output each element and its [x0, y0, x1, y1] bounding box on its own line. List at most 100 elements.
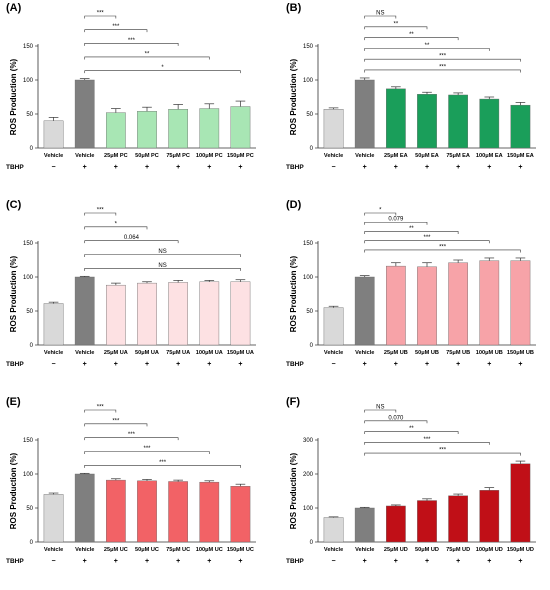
tbhp-sign: + [176, 558, 180, 565]
significance-label: *** [423, 235, 431, 241]
bar [168, 282, 188, 346]
y-tick-label: 50 [306, 112, 313, 118]
bar [479, 490, 500, 543]
significance-label: *** [128, 432, 136, 438]
significance-bracket [364, 409, 397, 413]
significance-bracket [364, 15, 397, 19]
y-tick-label: 150 [23, 438, 34, 444]
y-tick-label: 50 [306, 309, 313, 315]
category-label: 50μM UB [415, 350, 439, 356]
y-tick-label: 100 [23, 472, 34, 478]
significance-label: *** [439, 64, 447, 70]
panel-label: (C) [6, 199, 22, 211]
category-label: 25μM UB [384, 350, 408, 356]
bar [417, 500, 437, 543]
bar [137, 282, 157, 346]
tbhp-label: TBHP [286, 361, 304, 368]
category-label: 150μM UC [227, 547, 254, 553]
tbhp-sign: + [176, 361, 180, 368]
y-tick-label: 0 [30, 343, 34, 349]
panel-chart: (C) 0 50 100 150 ROS Production (%) Vehicle − Ve… [6, 199, 256, 368]
tbhp-sign: + [145, 164, 149, 171]
significance-label: NS [376, 405, 384, 411]
significance-label: NS [158, 249, 166, 255]
tbhp-sign: − [332, 164, 336, 171]
tbhp-sign: + [83, 164, 87, 171]
category-label: Vehicle [75, 153, 94, 159]
category-label: 75μM UD [446, 547, 470, 553]
category-label: Vehicle [355, 547, 374, 553]
y-axis-label: ROS Production (%) [9, 58, 18, 135]
panel-c: (C) 0 50 100 150 ROS Production (%) Vehicle − Ve… [0, 197, 270, 387]
tbhp-sign: − [332, 558, 336, 565]
category-label: 100μM UC [196, 547, 223, 553]
bar [230, 281, 251, 346]
tbhp-sign: + [487, 361, 491, 368]
significance-label: * [161, 65, 164, 71]
category-label: Vehicle [75, 350, 94, 356]
category-label: 75μM UB [446, 350, 470, 356]
y-tick-label: 150 [23, 44, 34, 50]
category-label: 50μM UD [415, 547, 439, 553]
tbhp-label: TBHP [6, 164, 24, 171]
tbhp-sign: − [332, 361, 336, 368]
category-label: Vehicle [355, 153, 374, 159]
category-label: 50μM EA [415, 153, 439, 159]
significance-bracket [364, 212, 397, 216]
category-label: Vehicle [44, 153, 63, 159]
significance-label: ** [425, 43, 430, 49]
significance-bracket [84, 43, 179, 46]
y-tick-label: 0 [310, 540, 314, 546]
significance-label: 0.070 [388, 415, 404, 421]
tbhp-sign: − [52, 164, 56, 171]
significance-bracket [364, 442, 490, 445]
significance-bracket [84, 254, 241, 257]
bar [74, 276, 95, 346]
category-label: 25μM UD [384, 547, 408, 553]
significance-bracket [84, 212, 117, 216]
bar [168, 109, 188, 149]
category-label: 50μM UA [135, 350, 159, 356]
bar [137, 111, 157, 149]
tbhp-sign: + [518, 164, 522, 171]
tbhp-sign: + [363, 164, 367, 171]
y-tick-label: 150 [303, 241, 314, 247]
tbhp-sign: + [456, 164, 460, 171]
significance-bracket [364, 69, 521, 73]
panel-chart: (D) 0 50 100 150 ROS Production (%) Vehicle − Ve… [286, 199, 536, 368]
y-axis-label: ROS Production (%) [9, 255, 18, 332]
bar [323, 109, 344, 149]
y-axis-label: ROS Production (%) [289, 452, 298, 529]
category-label: Vehicle [44, 350, 63, 356]
y-tick-label: 150 [303, 44, 314, 50]
panel-chart: (B) 0 50 100 150 ROS Production (%) Vehicle − Ve… [286, 2, 536, 171]
tbhp-sign: + [394, 558, 398, 565]
tbhp-sign: + [83, 361, 87, 368]
significance-bracket [84, 240, 179, 244]
significance-bracket [364, 231, 459, 234]
bar [510, 104, 531, 149]
category-label: 75μM UC [166, 547, 190, 553]
significance-label: ** [409, 426, 414, 432]
category-label: 100μM PC [196, 153, 223, 159]
category-label: Vehicle [75, 547, 94, 553]
significance-bracket [84, 15, 117, 19]
significance-bracket [364, 249, 521, 253]
tbhp-sign: + [238, 361, 242, 368]
significance-bracket [364, 240, 490, 244]
tbhp-sign: + [114, 164, 118, 171]
significance-label: *** [97, 208, 105, 214]
significance-bracket [364, 58, 521, 62]
panel-chart: (F) 0 100 200 300 ROS Production (%) Vehicle − V… [286, 396, 536, 565]
category-label: Vehicle [324, 350, 343, 356]
tbhp-sign: + [425, 361, 429, 368]
tbhp-label: TBHP [6, 361, 24, 368]
tbhp-sign: + [394, 164, 398, 171]
y-tick-label: 300 [303, 438, 314, 444]
category-label: 75μM UA [166, 350, 190, 356]
tbhp-sign: + [518, 361, 522, 368]
bar [106, 284, 126, 346]
category-label: 100μM UA [196, 350, 223, 356]
tbhp-sign: + [207, 361, 211, 368]
